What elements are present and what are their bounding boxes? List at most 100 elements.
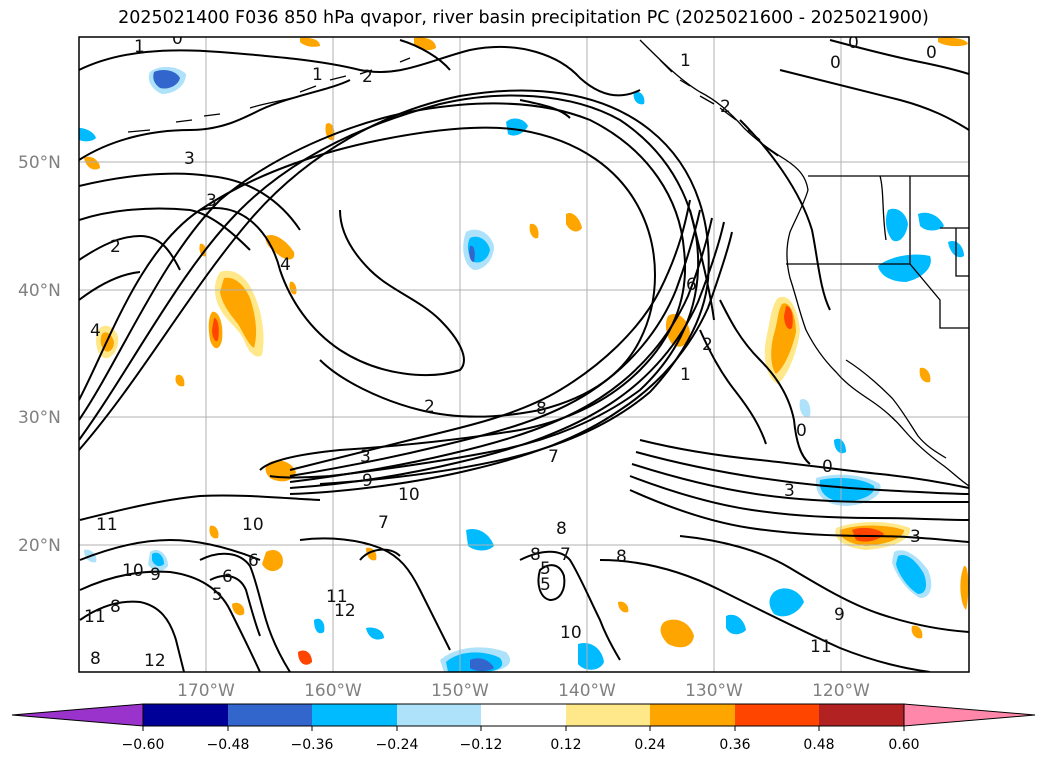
map-title: 2025021400 F036 850 hPa qvapor, river ba… xyxy=(118,8,929,28)
colorbar-tick-label: 0.36 xyxy=(719,737,750,753)
contour-label: 0 xyxy=(822,457,833,477)
contour-label: 2 xyxy=(702,335,713,355)
map-frame xyxy=(78,36,970,673)
contour-label: 12 xyxy=(144,651,166,671)
colorbar-outline xyxy=(142,703,905,727)
contour-label: 6 xyxy=(686,275,697,295)
lat-label: 40°N xyxy=(18,281,61,301)
contour-label: 6 xyxy=(222,567,233,587)
precip-blob xyxy=(834,438,846,454)
contour-label: 7 xyxy=(378,513,389,533)
precip-blob xyxy=(265,234,295,260)
contour-label: 0 xyxy=(830,53,841,73)
colorbar: −0.60 −0.48 −0.36 −0.24 −0.12 0.12 0.24 … xyxy=(11,703,1036,753)
precip-blob xyxy=(289,281,297,295)
contour-label: 8 xyxy=(536,399,547,419)
contour-label: 3 xyxy=(184,149,195,169)
contour-label: 1 xyxy=(680,365,691,385)
precip-blob xyxy=(896,554,926,594)
contour-label: 8 xyxy=(616,547,627,567)
contour-label: 0 xyxy=(172,29,183,49)
contour-label: 2 xyxy=(424,397,435,417)
contour-label: 12 xyxy=(334,601,356,621)
contour-label: 3 xyxy=(910,527,921,547)
colorbar-tick-label: −0.60 xyxy=(122,737,165,753)
precip-blob xyxy=(566,212,582,232)
colorbar-swatch xyxy=(735,704,819,726)
precip-blob xyxy=(819,478,875,502)
precip-blob xyxy=(529,223,539,239)
contour-label: 8 xyxy=(530,545,541,565)
longitude-labels: 170°W 160°W 150°W 140°W 130°W 120°W xyxy=(177,681,870,701)
precip-blob xyxy=(919,367,931,383)
contour-label: 0 xyxy=(926,43,937,63)
contour-label: 1 xyxy=(312,65,323,85)
contour-label: 11 xyxy=(84,607,106,627)
precip-blob xyxy=(199,243,207,257)
colorbar-tick-label: −0.48 xyxy=(207,737,250,753)
colorbar-tick-label: 0.48 xyxy=(803,737,834,753)
colorbar-tick-label: 0.24 xyxy=(634,737,665,753)
lon-label: 130°W xyxy=(685,681,743,701)
precip-blob xyxy=(209,525,219,539)
colorbar-tick-label: −0.36 xyxy=(291,737,334,753)
precip-blob xyxy=(153,70,180,89)
contour-label: 10 xyxy=(398,485,420,505)
contour-label: 5 xyxy=(212,585,223,605)
precip-blob xyxy=(665,313,690,347)
contour-label: 10 xyxy=(122,561,144,581)
precip-blob xyxy=(262,549,283,572)
precip-blob xyxy=(633,91,645,105)
precip-blob xyxy=(152,552,164,567)
precip-blob xyxy=(938,37,968,47)
precip-blob xyxy=(232,602,245,616)
contour-label: 7 xyxy=(548,447,559,467)
precip-blob xyxy=(470,658,494,671)
colorbar-swatch xyxy=(650,704,735,726)
precip-blob xyxy=(726,614,746,635)
precip-blob xyxy=(314,618,325,634)
contour-label: 11 xyxy=(810,637,832,657)
lon-label: 170°W xyxy=(177,681,235,701)
precip-blob xyxy=(79,128,96,142)
precip-blob xyxy=(911,625,923,639)
qvapor-contours xyxy=(79,39,969,672)
colorbar-swatch xyxy=(143,704,228,726)
contour-label: 9 xyxy=(362,471,373,491)
contour-label: 10 xyxy=(560,623,582,643)
contour-label: 10 xyxy=(242,515,264,535)
contour-labels: 0 1 1 2 3 3 2 4 4 1 2 0 0 0 6 2 1 0 0 3 … xyxy=(84,29,937,671)
colorbar-extend-min xyxy=(11,703,144,727)
contour-label: 9 xyxy=(150,565,161,585)
precip-blob xyxy=(469,245,475,262)
colorbar-swatch xyxy=(819,704,904,726)
colorbar-tick-label: 0.12 xyxy=(550,737,581,753)
lon-label: 160°W xyxy=(304,681,362,701)
graticule xyxy=(79,37,969,672)
precip-blob xyxy=(84,156,100,170)
contour-label: 1 xyxy=(134,37,145,57)
colorbar-tick-label: −0.12 xyxy=(460,737,503,753)
precip-blob xyxy=(175,374,185,387)
contour-label: 3 xyxy=(784,481,795,501)
contour-label: 3 xyxy=(360,447,371,467)
contour-label: 2 xyxy=(362,67,373,87)
map-panel xyxy=(79,37,969,672)
colorbar-swatch xyxy=(566,704,650,726)
precip-blob xyxy=(769,588,804,617)
contour-label: 0 xyxy=(796,421,807,441)
contour-label: 8 xyxy=(90,649,101,669)
colorbar-swatch xyxy=(397,704,481,726)
contour-label: 6 xyxy=(248,551,259,571)
lat-label: 50°N xyxy=(18,153,61,173)
precip-blob xyxy=(852,527,884,542)
contour-label: 7 xyxy=(560,545,571,565)
contour-label: 11 xyxy=(96,515,118,535)
lat-label: 20°N xyxy=(18,536,61,556)
lon-label: 150°W xyxy=(431,681,489,701)
precip-blob xyxy=(960,565,969,610)
precip-blob xyxy=(918,212,944,231)
precip-blob xyxy=(212,318,219,342)
contour-label: 4 xyxy=(90,321,101,341)
